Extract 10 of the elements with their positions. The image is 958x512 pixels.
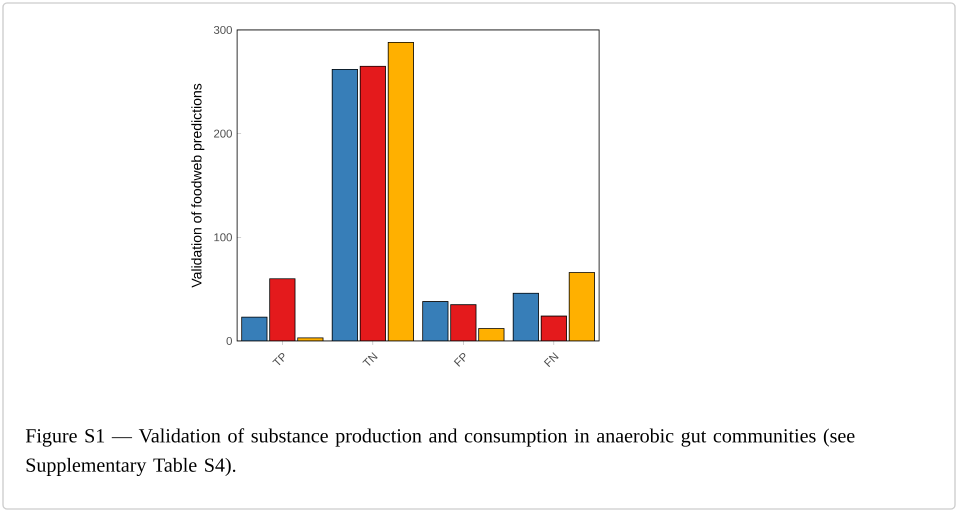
x-tick-label: FP [454, 352, 466, 367]
x-tick-label: TP [272, 352, 284, 366]
y-axis-title: Validation of foodweb predictions [191, 84, 204, 288]
y-tick-label: 300 [214, 26, 232, 34]
y-tick-label: 100 [214, 233, 232, 242]
y-tick-label: 0 [226, 336, 232, 345]
caption: Figure S1 — Validation of substance production and consumption in anaerobic gut communities (see Supplementary Table S4). [26, 428, 854, 476]
x-tick-label: FN [544, 352, 559, 368]
y-tick-label: 200 [214, 130, 232, 138]
x-tick-label: TN [362, 352, 378, 366]
